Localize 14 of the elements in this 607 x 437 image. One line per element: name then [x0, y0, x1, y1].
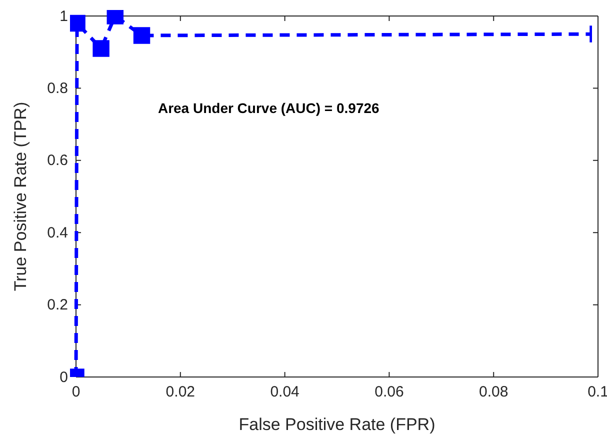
x-axis-title: False Positive Rate (FPR) [238, 415, 436, 434]
x-tick-label: 0 [72, 384, 80, 401]
y-tick-label: 0.8 [47, 80, 68, 97]
y-tick-label: 0.6 [47, 152, 68, 170]
y-axis-title: True Positive Rate (TPR) [11, 102, 30, 292]
y-tick-label: 0.2 [47, 296, 68, 314]
y-tick-label: 0 [60, 368, 68, 386]
y-tick-label: 0.4 [47, 224, 68, 242]
x-tick-label: 0.08 [479, 384, 508, 401]
y-tick-label: 1 [60, 8, 68, 25]
x-tick-label: 0.04 [270, 384, 300, 401]
annotation: Area Under Curve (AUC) = 0.9726 [158, 100, 380, 116]
x-tick-label: 0.06 [374, 384, 404, 401]
x-tick-label: 0.02 [166, 384, 195, 401]
